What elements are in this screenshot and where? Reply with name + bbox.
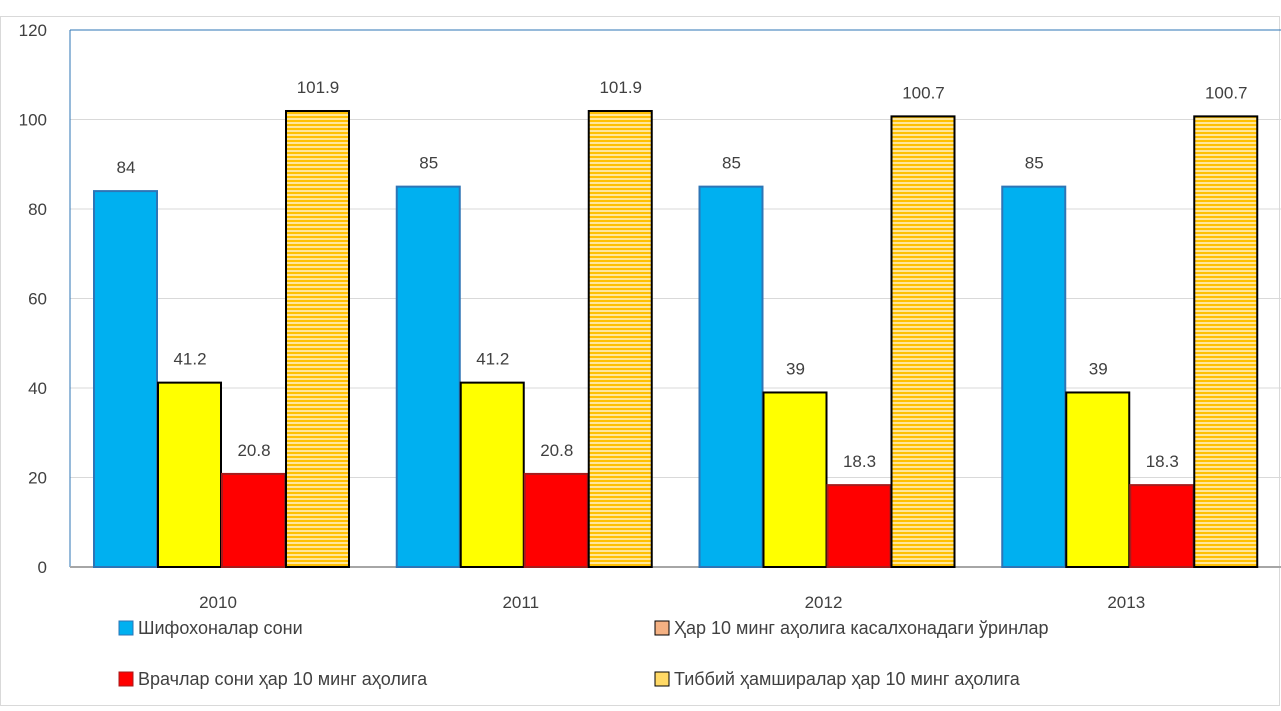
bar xyxy=(587,109,653,568)
bar xyxy=(1129,484,1195,569)
x-tick-label: 2010 xyxy=(199,593,237,612)
y-tick-label: 0 xyxy=(38,558,47,577)
legend-swatch xyxy=(654,620,670,636)
legend-swatch xyxy=(654,671,670,687)
data-label: 101.9 xyxy=(599,78,642,97)
data-label: 18.3 xyxy=(843,452,876,471)
x-tick-label: 2012 xyxy=(805,593,843,612)
data-label: 85 xyxy=(722,154,741,173)
data-label: 85 xyxy=(419,154,438,173)
data-label: 20.8 xyxy=(540,441,573,460)
x-tick-label: 2011 xyxy=(502,593,539,612)
data-label: 85 xyxy=(1025,154,1044,173)
x-tick-label: 2013 xyxy=(1107,593,1145,612)
bar xyxy=(1001,185,1067,568)
legend-label: Шифохоналар сони xyxy=(138,618,303,638)
bar xyxy=(285,109,350,568)
bar xyxy=(459,381,525,568)
y-tick-label: 80 xyxy=(28,200,47,219)
data-label: 20.8 xyxy=(237,441,270,460)
y-tick-label: 20 xyxy=(28,469,47,488)
data-label: 41.2 xyxy=(173,350,206,369)
bar xyxy=(157,381,222,568)
bar xyxy=(762,391,828,568)
bar xyxy=(93,190,158,568)
data-label: 18.3 xyxy=(1146,452,1179,471)
legend-swatch xyxy=(118,671,134,687)
data-label: 41.2 xyxy=(476,350,509,369)
legend-label: Ҳар 10 минг аҳолига касалхонадаги ўринла… xyxy=(674,618,1049,638)
data-label: 100.7 xyxy=(1205,83,1248,102)
y-tick-label: 40 xyxy=(28,379,47,398)
bar xyxy=(1193,115,1259,569)
data-label: 39 xyxy=(1089,359,1108,378)
y-tick-label: 120 xyxy=(19,21,47,40)
data-label: 100.7 xyxy=(902,83,945,102)
bar xyxy=(1065,391,1131,568)
legend-label: Врачлар сони ҳар 10 минг аҳолига xyxy=(138,669,428,689)
bar xyxy=(890,115,956,569)
y-tick-label: 100 xyxy=(19,111,47,130)
legend-swatch xyxy=(118,620,134,636)
data-label: 101.9 xyxy=(297,78,340,97)
data-label: 84 xyxy=(117,158,136,177)
bar xyxy=(698,185,764,568)
bar xyxy=(221,472,286,569)
data-label: 39 xyxy=(786,359,805,378)
legend-label: Тиббий ҳамширалар ҳар 10 минг аҳолига xyxy=(674,669,1021,689)
y-tick-label: 60 xyxy=(28,290,47,309)
bar xyxy=(826,484,892,569)
bar xyxy=(395,185,461,568)
bar xyxy=(523,472,589,569)
